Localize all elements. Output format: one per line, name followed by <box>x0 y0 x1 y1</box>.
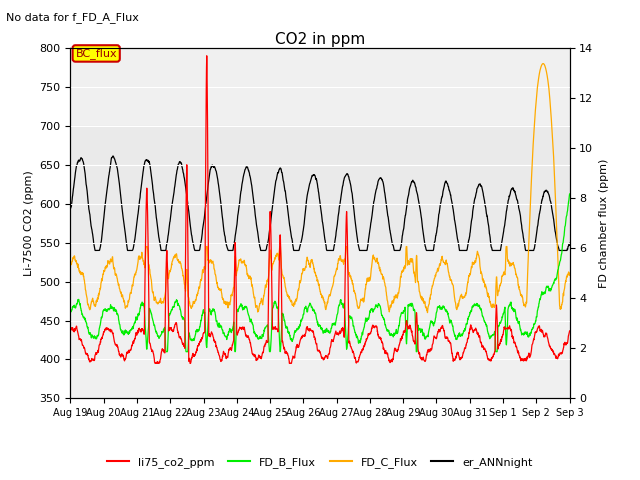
Y-axis label: FD chamber flux (ppm): FD chamber flux (ppm) <box>599 158 609 288</box>
Bar <box>70 126 570 243</box>
Text: No data for f_FD_A_Flux: No data for f_FD_A_Flux <box>6 12 140 23</box>
Text: BC_flux: BC_flux <box>76 48 117 59</box>
Legend: li75_co2_ppm, FD_B_Flux, FD_C_Flux, er_ANNnight: li75_co2_ppm, FD_B_Flux, FD_C_Flux, er_A… <box>103 452 537 472</box>
Title: CO2 in ppm: CO2 in ppm <box>275 32 365 47</box>
Y-axis label: Li-7500 CO2 (ppm): Li-7500 CO2 (ppm) <box>24 170 34 276</box>
